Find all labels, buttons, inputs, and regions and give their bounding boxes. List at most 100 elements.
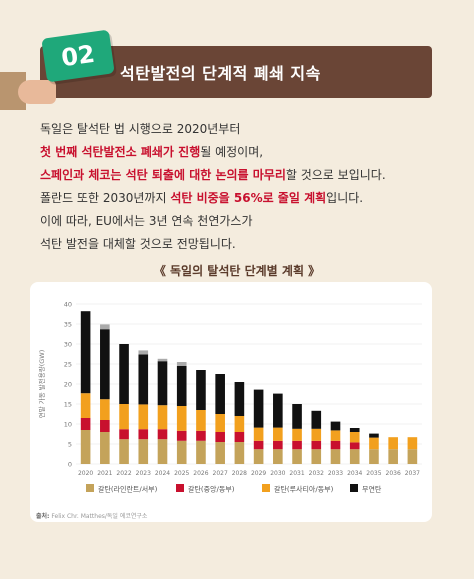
source-note: 출처: Felix Chr. Matthes/독일 에코연구소 <box>36 511 147 520</box>
section-number-badge: 02 <box>41 29 115 83</box>
body-line-4: 폴란드 또한 2030년까지 석탄 비중을 56%로 줄일 계획입니다. <box>40 187 450 210</box>
body-line-3: 스페인과 체코는 석탄 퇴출에 대한 논의를 마무리할 것으로 보입니다. <box>40 164 450 187</box>
x-tick-label: 2036 <box>386 470 401 477</box>
bar-segment <box>234 416 245 432</box>
bar-segment <box>407 449 418 464</box>
legend-swatch <box>86 484 94 492</box>
bar-segment <box>388 449 398 464</box>
body-line-6: 석탄 발전을 대체할 것으로 전망됩니다. <box>40 237 236 251</box>
body-line-2: 첫 번째 석탄발전소 폐쇄가 진행될 예정이며, <box>40 141 450 164</box>
bar-segment <box>119 404 129 430</box>
chart-card: 0 5 10 15 20 25 30 35 40 연말 가동 발전용량(GW) 2020 2021 20… <box>30 282 432 522</box>
bar-segment <box>157 405 168 430</box>
y-tick-label: 40 <box>64 301 72 309</box>
bar-segment <box>215 374 225 414</box>
bar-segment <box>273 440 283 450</box>
bar-segment <box>100 420 110 432</box>
bar-segment <box>138 354 149 405</box>
bar-segment <box>311 428 322 441</box>
y-tick-label: 25 <box>64 361 72 369</box>
section-title: 석탄발전의 단계적 폐쇄 지속 <box>120 64 321 83</box>
y-tick-label: 20 <box>64 381 72 389</box>
source-text: Felix Chr. Matthes/독일 에코연구소 <box>51 513 148 520</box>
x-tick-label: 2025 <box>174 470 189 477</box>
bar-segment <box>138 404 149 430</box>
body-text-span: 될 예정이며, <box>200 145 264 159</box>
bar-segment <box>119 344 129 404</box>
bar-segment <box>100 399 110 420</box>
bar-segment <box>253 389 264 428</box>
bar-segment <box>349 442 360 450</box>
body-line-1: 독일은 탈석탄 법 시행으로 2020년부터 <box>40 122 241 136</box>
x-tick-label: 2037 <box>405 470 420 477</box>
section-number: 02 <box>59 39 97 73</box>
body-paragraph: 독일은 탈석탄 법 시행으로 2020년부터 첫 번째 석탄발전소 폐쇄가 진행… <box>40 118 450 256</box>
bar-segment <box>253 427 264 441</box>
x-tick-label: 2026 <box>193 470 208 477</box>
bar-segment <box>80 418 91 430</box>
bar-segment <box>253 440 264 450</box>
y-tick-label: 35 <box>64 321 72 329</box>
section-header: 02 석탄발전의 단계적 폐쇄 지속 <box>0 29 474 110</box>
bar-segment <box>196 370 206 410</box>
y-tick-label: 10 <box>64 421 72 429</box>
bar-segment <box>138 429 149 440</box>
bar-segment <box>215 442 225 464</box>
bar-segment <box>292 449 302 464</box>
bar-segment <box>234 432 245 442</box>
bar-segment <box>369 437 379 450</box>
bar-segment <box>176 406 187 431</box>
x-tick-label: 2020 <box>78 470 93 477</box>
bar-segment <box>234 382 245 416</box>
legend-label: 갈탄(라인란트/서부) <box>98 485 158 494</box>
x-tick-label: 2029 <box>251 470 266 477</box>
bar-segment <box>311 449 322 464</box>
x-tick-label: 2035 <box>366 470 381 477</box>
body-text-span: 입니다. <box>326 191 364 205</box>
bar-segment <box>176 366 187 406</box>
bar-segment <box>196 440 206 464</box>
bar-segment <box>292 440 302 450</box>
y-axis-label: 연말 가동 발전용량(GW) <box>37 350 46 419</box>
y-tick-label: 5 <box>68 441 72 449</box>
bar-segment <box>80 311 91 394</box>
x-tick-label: 2022 <box>116 470 131 477</box>
y-tick-label: 0 <box>68 461 72 469</box>
highlight-text: 첫 번째 석탄발전소 폐쇄가 진행 <box>40 145 201 159</box>
bar-segment <box>176 430 187 441</box>
bar-segment <box>292 428 302 441</box>
bar-segment <box>388 437 398 450</box>
bar-segment <box>138 439 149 464</box>
legend-swatch <box>176 484 184 492</box>
x-tick-label: 2034 <box>347 470 362 477</box>
bar-segment <box>273 393 283 428</box>
bar-segment <box>330 421 341 431</box>
bar-segment <box>407 437 418 450</box>
chart-title: 《 독일의 탈석탄 단계별 계획 》 <box>153 264 321 278</box>
bar-segment <box>119 429 129 440</box>
hand-icon <box>18 80 56 104</box>
bar-segment <box>196 410 206 431</box>
bar-segment <box>80 430 91 464</box>
bar-segment <box>330 440 341 450</box>
bar-segment <box>330 430 341 441</box>
x-tick-label: 2023 <box>136 470 151 477</box>
bar-segment <box>138 350 149 355</box>
x-tick-label: 2028 <box>232 470 247 477</box>
x-tick-label: 2030 <box>270 470 285 477</box>
highlight-text: 석탄 비중을 56%로 줄일 계획 <box>170 191 327 205</box>
bar-segment <box>349 449 360 464</box>
bar-segment <box>215 432 225 442</box>
bar-segment <box>273 427 283 441</box>
bar-segment <box>196 430 206 441</box>
bar-segment <box>311 410 322 429</box>
body-text-span: 폴란드 또한 2030년까지 <box>40 191 171 205</box>
highlight-text: 스페인과 체코는 석탄 퇴출에 대한 논의를 마무리 <box>40 168 286 182</box>
legend-label: 갈탄(중앙/동부) <box>188 485 235 494</box>
bar-segment <box>369 449 379 464</box>
bar-segment <box>273 449 283 464</box>
bar-segment <box>311 440 322 450</box>
bar-segment <box>100 432 110 464</box>
x-tick-label: 2032 <box>309 470 324 477</box>
